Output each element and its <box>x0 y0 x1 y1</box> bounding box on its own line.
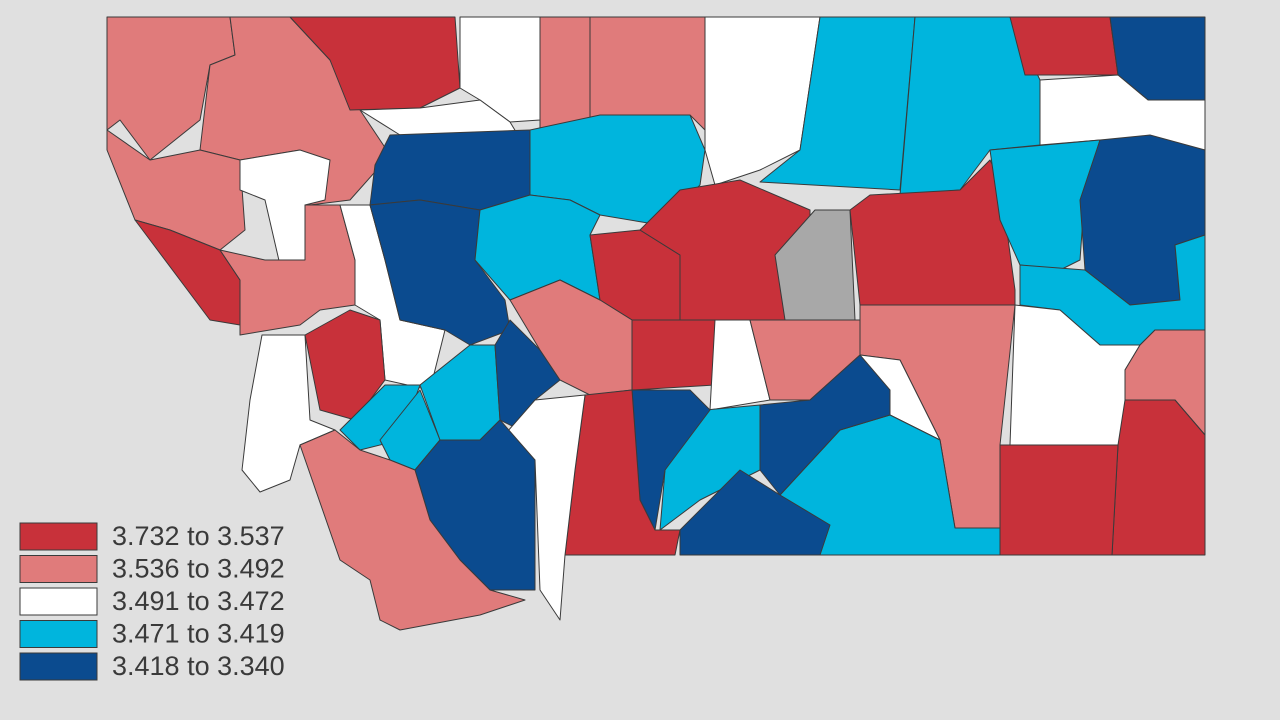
county <box>304 309 386 421</box>
county <box>106 129 246 251</box>
county <box>999 444 1119 556</box>
county <box>241 334 336 493</box>
legend-swatch <box>19 555 98 583</box>
legend-swatch <box>19 652 98 681</box>
legend-swatch <box>19 587 98 616</box>
county <box>299 429 526 631</box>
legend-swatch <box>19 522 98 551</box>
legend-swatch <box>19 620 98 648</box>
legend-label: 3.536 to 3.492 <box>112 554 285 584</box>
county <box>679 469 831 556</box>
county <box>759 16 916 191</box>
county <box>631 319 716 391</box>
county <box>494 319 561 431</box>
legend-label: 3.491 to 3.472 <box>112 586 285 616</box>
county <box>759 354 891 496</box>
legend-label: 3.732 to 3.537 <box>112 521 285 551</box>
county <box>589 16 706 131</box>
county <box>539 16 591 131</box>
county <box>1111 399 1206 556</box>
legend-label: 3.471 to 3.419 <box>112 619 285 649</box>
county <box>1009 16 1119 76</box>
legend-label: 3.418 to 3.340 <box>112 651 285 681</box>
no-data-county <box>774 209 856 321</box>
county <box>369 129 531 211</box>
counties <box>106 16 1206 631</box>
